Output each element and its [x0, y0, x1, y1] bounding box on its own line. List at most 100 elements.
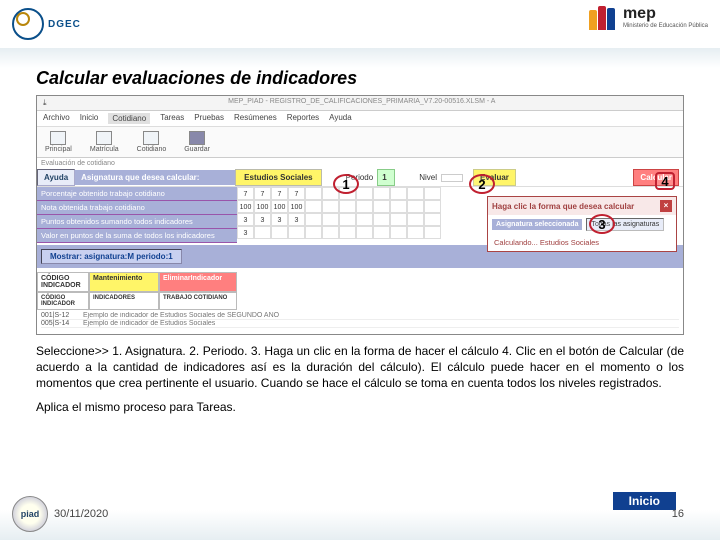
- grid-cell: [390, 187, 407, 200]
- mep-logo-block: mep Ministerio de Educación Pública: [589, 4, 708, 30]
- asig-value[interactable]: Estudios Sociales: [235, 169, 321, 186]
- left-row-3: Valor en puntos de la suma de todos los …: [37, 229, 237, 243]
- tab-resumenes[interactable]: Resúmenes: [234, 113, 277, 124]
- grid-cell: [322, 200, 339, 213]
- grid-cell: [271, 226, 288, 239]
- close-icon[interactable]: ×: [660, 200, 672, 212]
- grid-cell: 100: [237, 200, 254, 213]
- mep-text: mep: [623, 5, 708, 23]
- excel-screenshot: ⤓ MEP_PIAD - REGISTRO_DE_CALIFICACIONES_…: [36, 95, 684, 335]
- grid-cell: [424, 226, 441, 239]
- grid-cell: 100: [288, 200, 305, 213]
- grid-cell: [373, 213, 390, 226]
- periodo-value[interactable]: 1: [377, 169, 395, 186]
- calc-panel: Haga clic la forma que desea calcular × …: [487, 196, 677, 252]
- tab-ayuda[interactable]: Ayuda: [329, 113, 352, 124]
- ribbon-icons: Principal Matrícula Cotidiano Guardar: [37, 127, 683, 158]
- left-row-0: Porcentaje obtenido trabajo cotidiano: [37, 187, 237, 201]
- grid-cell: [424, 187, 441, 200]
- grid-cell: 3: [237, 226, 254, 239]
- grid-cell: 7: [271, 187, 288, 200]
- grid-cell: [322, 213, 339, 226]
- header-cols-2: CÓDIGO INDICADOR INDICADORES TRABAJO COT…: [37, 292, 683, 310]
- grid-cell: 3: [288, 213, 305, 226]
- grid-cell: 7: [237, 187, 254, 200]
- rb-matricula[interactable]: Matrícula: [90, 131, 119, 153]
- nivel-value[interactable]: [441, 174, 463, 182]
- grid-cell: 3: [237, 213, 254, 226]
- grid-cell: [305, 200, 322, 213]
- grid-cell: [339, 226, 356, 239]
- elim-button[interactable]: EliminarIndicador: [159, 272, 237, 292]
- calc-panel-head: Haga clic la forma que desea calcular ×: [488, 197, 676, 215]
- ayuda-button[interactable]: Ayuda: [37, 169, 75, 186]
- rb-principal[interactable]: Principal: [45, 131, 72, 153]
- header-gradient: [0, 48, 720, 68]
- grid-cell: [339, 200, 356, 213]
- callout-4: 4: [655, 172, 675, 190]
- footer-page: 16: [672, 508, 684, 520]
- tab-cotidiano[interactable]: Cotidiano: [108, 113, 150, 124]
- grid-cell: [373, 187, 390, 200]
- instruction-paragraph: Seleccione>> 1. Asignatura. 2. Periodo. …: [36, 343, 684, 392]
- col-codigo: CÓDIGO INDICADOR: [37, 272, 89, 292]
- excel-filename: MEP_PIAD - REGISTRO_DE_CALIFICACIONES_PR…: [228, 98, 495, 108]
- grid-cell: [373, 200, 390, 213]
- indicator-rows: 001|S-12Ejemplo de indicador de Estudios…: [37, 310, 683, 330]
- grid-cell: [407, 213, 424, 226]
- grid-cell: 3: [271, 213, 288, 226]
- ribbon-tabs: Archivo Inicio Cotidiano Tareas Pruebas …: [37, 111, 683, 127]
- grid-cell: [407, 226, 424, 239]
- callout-3: 3: [589, 214, 615, 234]
- rb-cotidiano[interactable]: Cotidiano: [137, 131, 167, 153]
- nivel-label: Nivel: [415, 173, 441, 182]
- grid-cell: [390, 226, 407, 239]
- rb-guardar[interactable]: Guardar: [184, 131, 210, 153]
- mep-subtext: Ministerio de Educación Pública: [623, 23, 708, 29]
- dgec-text: DGEC: [48, 19, 81, 30]
- footer-date: 30/11/2020: [54, 508, 108, 520]
- grid-cell: [305, 187, 322, 200]
- asignatura-row: Ayuda Asignatura que desea calcular: Est…: [37, 169, 683, 187]
- save-icon: ⤓: [43, 98, 47, 108]
- piad-logo: piad: [12, 496, 48, 532]
- callout-2: 2: [469, 174, 495, 194]
- tab-archivo[interactable]: Archivo: [43, 113, 70, 124]
- header: DGEC mep Ministerio de Educación Pública: [0, 0, 720, 48]
- tab-inicio[interactable]: Inicio: [80, 113, 99, 124]
- grid-cell: 100: [254, 200, 271, 213]
- grid-cell: [356, 226, 373, 239]
- grid-cell: [390, 200, 407, 213]
- grid-cell: 3: [254, 213, 271, 226]
- grid-cell: 100: [271, 200, 288, 213]
- left-row-1: Nota obtenida trabajo cotidiano: [37, 201, 237, 215]
- grid-cell: 7: [254, 187, 271, 200]
- left-panel: Porcentaje obtenido trabajo cotidiano No…: [37, 187, 237, 243]
- tab-tareas[interactable]: Tareas: [160, 113, 184, 124]
- grid-cell: [356, 187, 373, 200]
- grid-cell: [339, 213, 356, 226]
- tab-pruebas[interactable]: Pruebas: [194, 113, 224, 124]
- rp-tag: Asignatura seleccionada: [492, 219, 582, 230]
- grid-cell: [305, 213, 322, 226]
- grid-cell: [424, 213, 441, 226]
- grid-cell: [322, 226, 339, 239]
- left-row-2: Puntos obtenidos sumando todos indicador…: [37, 215, 237, 229]
- grid-cell: [373, 226, 390, 239]
- page-title: Calcular evaluaciones de indicadores: [0, 68, 720, 95]
- grid-cell: [407, 200, 424, 213]
- mep-icon: [589, 4, 619, 30]
- header-cols: CÓDIGO INDICADOR Mantenimiento EliminarI…: [37, 272, 683, 292]
- footer: piad 30/11/2020 16: [0, 496, 720, 532]
- dgec-logo: DGEC: [12, 4, 81, 44]
- grid-cell: [390, 213, 407, 226]
- grid-cell: 7: [288, 187, 305, 200]
- dgec-icon: [12, 8, 44, 40]
- mant-button[interactable]: Mantenimiento: [89, 272, 159, 292]
- grid-cell: [424, 200, 441, 213]
- tab-reportes[interactable]: Reportes: [287, 113, 319, 124]
- sheet-head: Evaluación de cotidiano: [37, 158, 683, 169]
- grid-cell: [305, 226, 322, 239]
- grid-cell: [254, 226, 271, 239]
- mostrar-box[interactable]: Mostrar: asignatura:M periodo:1: [41, 249, 182, 264]
